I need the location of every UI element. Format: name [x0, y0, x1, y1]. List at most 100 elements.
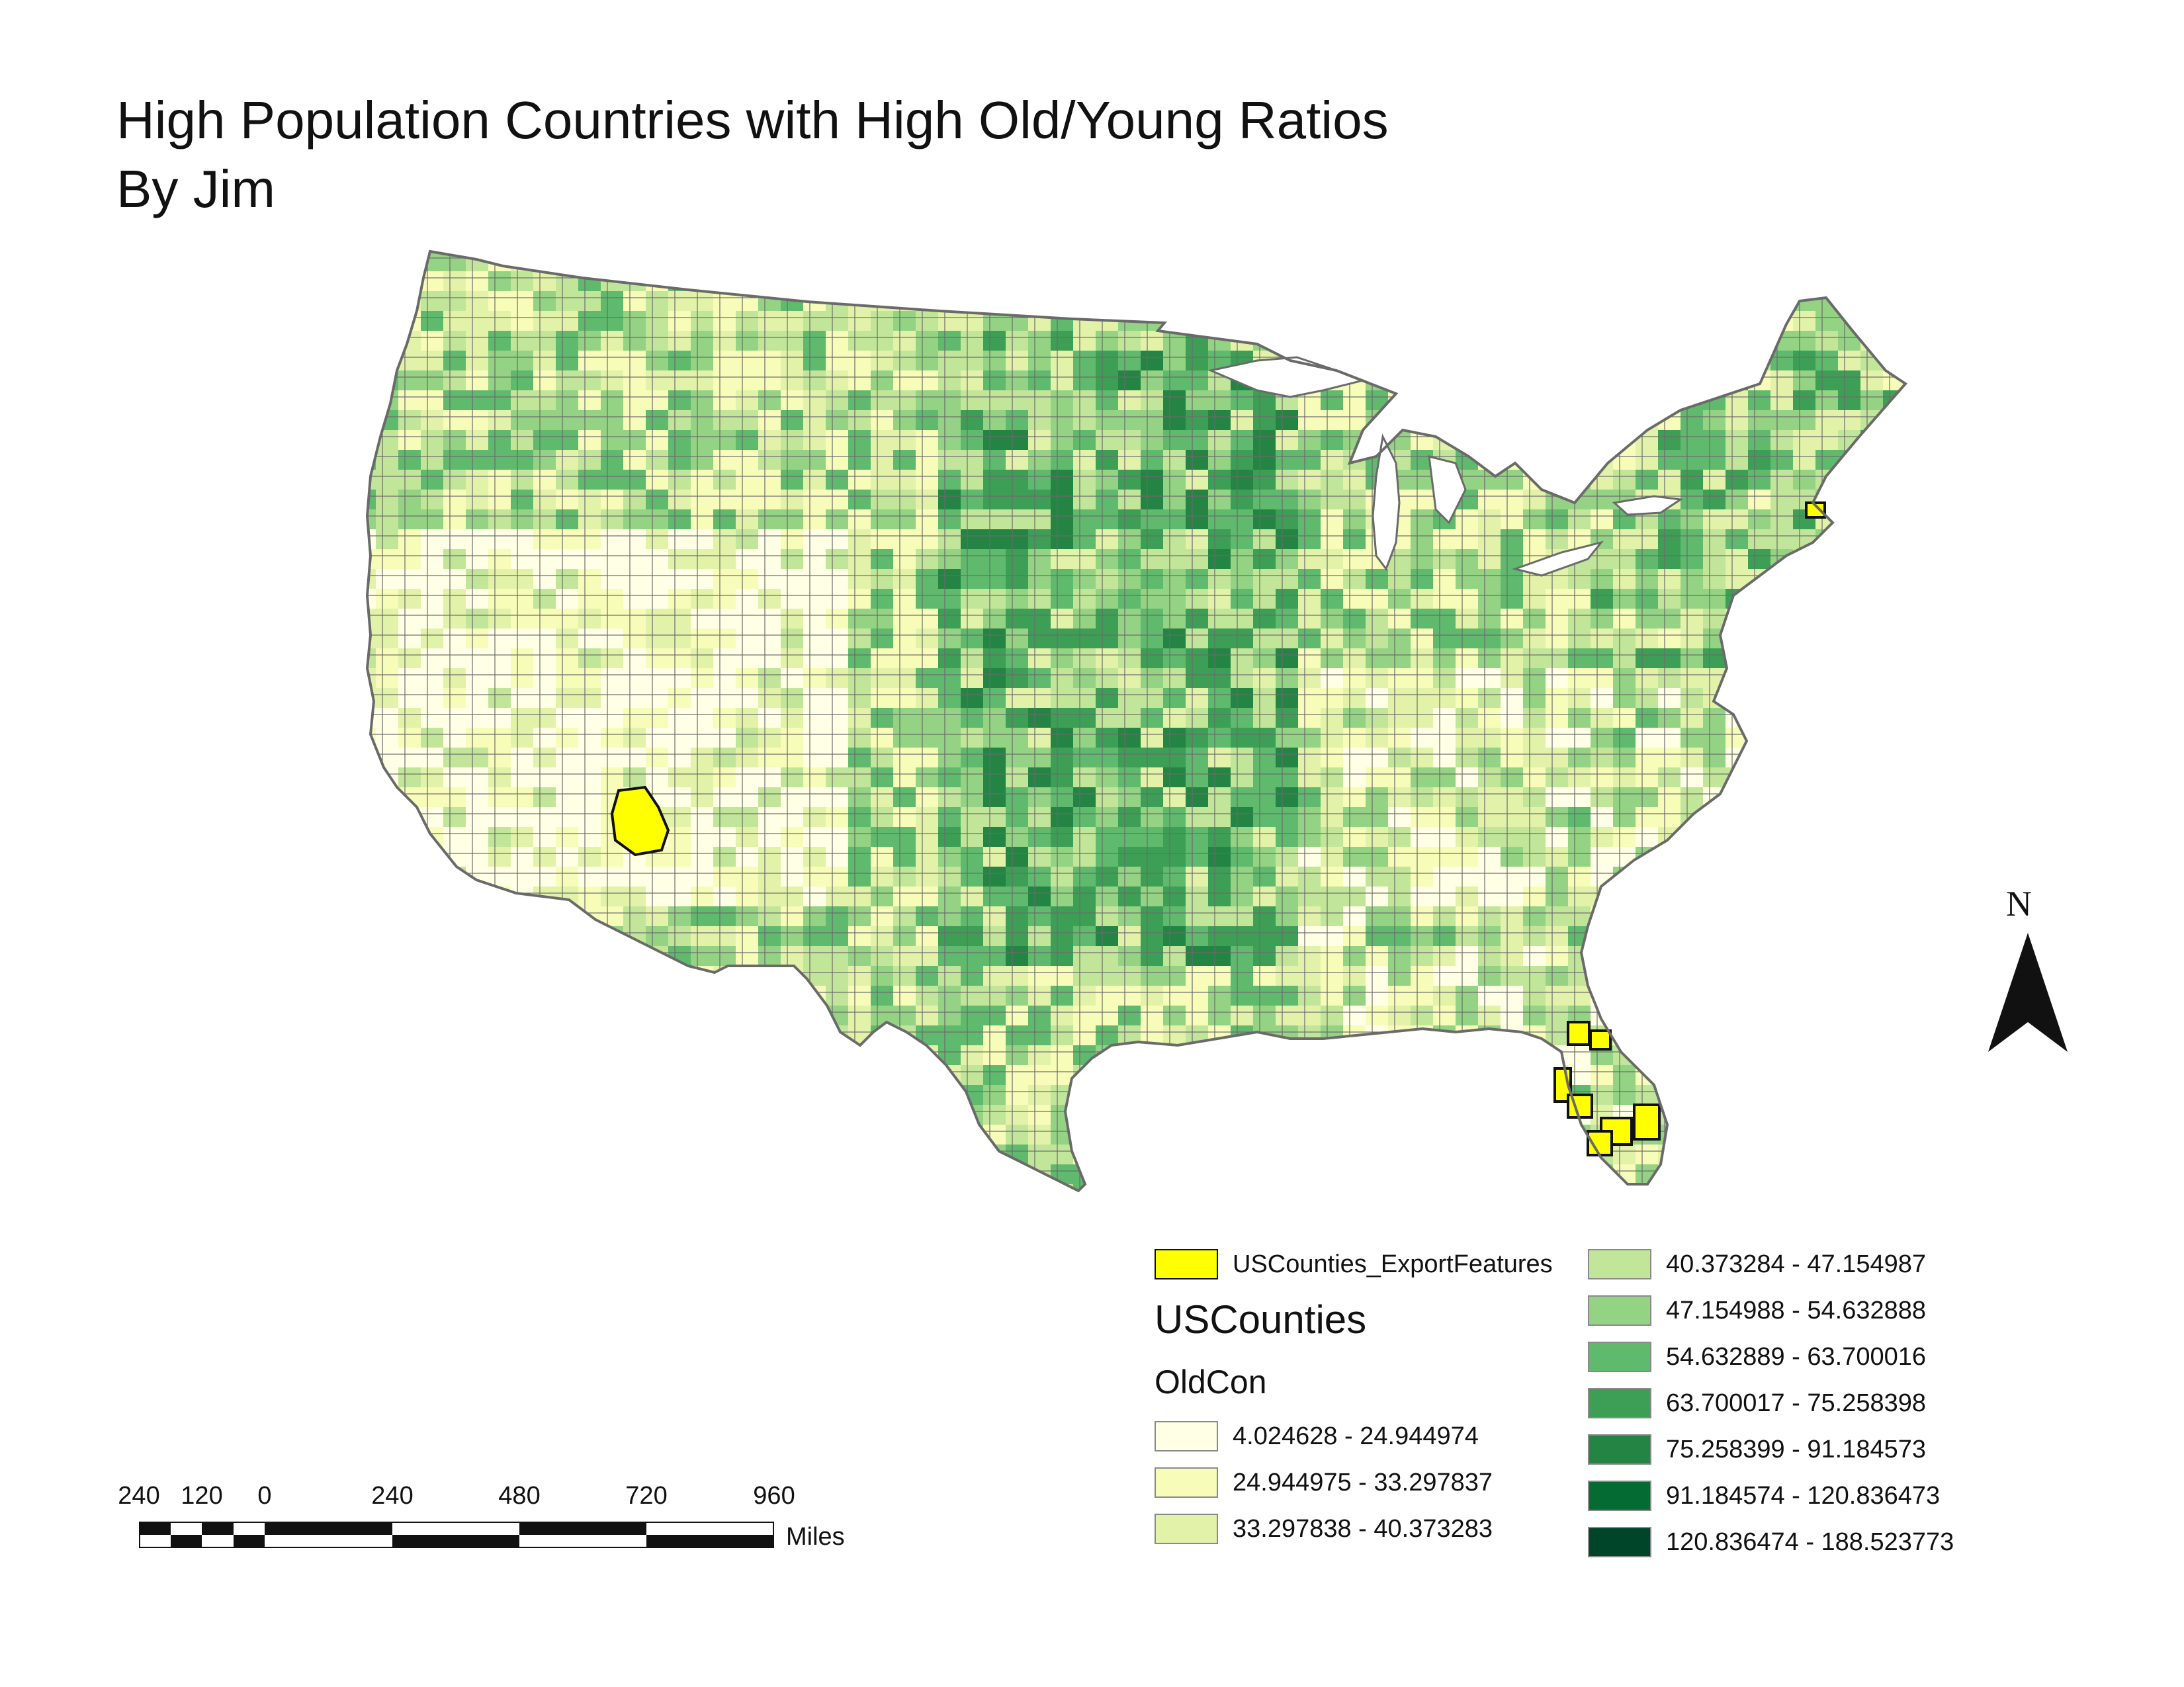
county-cell [1950, 867, 1973, 887]
county-cell [1276, 291, 1298, 311]
county-cell [826, 1125, 848, 1145]
county-cell [331, 926, 353, 946]
county-cell [1860, 767, 1883, 787]
county-cell [443, 1025, 466, 1045]
county-cell [826, 1145, 848, 1164]
county-cell [1231, 1145, 1253, 1164]
county-cell [511, 1025, 533, 1045]
county-cell [1928, 767, 1950, 787]
county-cell [623, 966, 646, 986]
county-cell [1860, 827, 1883, 847]
county-cell [1073, 232, 1096, 251]
county-cell [331, 827, 353, 847]
county-cell [1973, 728, 1995, 748]
county-cell [533, 906, 556, 926]
county-cell [1725, 331, 1748, 351]
county-cell [1681, 926, 1703, 946]
county-cell [1658, 986, 1681, 1006]
county-cell [1928, 847, 1950, 867]
county-cell [623, 1065, 646, 1085]
county-cell [1838, 748, 1860, 767]
county-cell [983, 1184, 1006, 1191]
county-cell [1411, 370, 1433, 390]
county-cell [1613, 986, 1636, 1006]
county-cell [1950, 1164, 1973, 1184]
county-cell [1681, 370, 1703, 390]
county-cell [1163, 271, 1186, 291]
county-cell [398, 946, 421, 966]
county-cell [1905, 1145, 1928, 1164]
county-cell [871, 1065, 893, 1085]
county-cell [1770, 708, 1793, 728]
county-cell [1815, 251, 1838, 271]
legend-class-item: 4.024628 - 24.944974 [1155, 1421, 1479, 1451]
county-cell [1838, 847, 1860, 867]
county-cell [1973, 688, 1995, 708]
county-cell [1860, 1085, 1883, 1105]
county-cell [1208, 1164, 1231, 1184]
county-cell [1838, 807, 1860, 827]
county-cell [1118, 1204, 1141, 1224]
county-cell [488, 1006, 511, 1025]
county-cell [1950, 748, 1973, 767]
county-cell [1860, 311, 1883, 331]
county-cell [893, 1105, 916, 1125]
county-cell [1860, 232, 1883, 251]
county-cell [758, 1145, 781, 1164]
county-cell [1973, 787, 1995, 807]
county-cell [803, 1184, 826, 1191]
county-cell [1950, 529, 1973, 549]
county-cell [1546, 1105, 1568, 1125]
county-cell [916, 291, 938, 311]
county-cell [1591, 430, 1613, 450]
county-cell [1883, 470, 1905, 490]
county-cell [1860, 648, 1883, 668]
county-cell [1568, 232, 1591, 251]
county-cell [421, 1105, 443, 1125]
county-cell [1725, 1184, 1748, 1191]
county-cell [1928, 549, 1950, 569]
county-cell [443, 1045, 466, 1065]
county-cell [1636, 1045, 1658, 1065]
county-cell [1388, 1105, 1411, 1125]
county-cell [398, 1006, 421, 1025]
county-cell [1703, 351, 1725, 370]
county-cell [1523, 1065, 1546, 1085]
county-cell [1231, 1045, 1253, 1065]
county-cell [1928, 430, 1950, 450]
county-cell [1793, 847, 1815, 867]
county-cell [1456, 1085, 1478, 1105]
county-cell [1433, 390, 1456, 410]
county-cell [781, 1125, 803, 1145]
county-cell [601, 1204, 623, 1224]
county-cell [1860, 569, 1883, 589]
county-cell [443, 1204, 466, 1224]
county-cell [1186, 1164, 1208, 1184]
county-cell [1118, 271, 1141, 291]
county-cell [1298, 1184, 1321, 1191]
county-cell [488, 906, 511, 926]
county-cell [1905, 370, 1928, 390]
county-cell [1478, 1065, 1501, 1085]
county-cell [758, 1164, 781, 1184]
county-cell [556, 251, 578, 271]
county-cell [1815, 787, 1838, 807]
county-cell [1411, 232, 1433, 251]
county-cell [1388, 331, 1411, 351]
county-cell [1815, 847, 1838, 867]
county-cell [1928, 1085, 1950, 1105]
county-cell [1793, 271, 1815, 291]
legend-class-item: 24.944975 - 33.297837 [1155, 1467, 1493, 1498]
county-cell [1366, 1164, 1388, 1184]
county-cell [1411, 1184, 1433, 1191]
county-cell [1905, 1025, 1928, 1045]
county-cell [1950, 827, 1973, 847]
county-cell [601, 946, 623, 966]
county-cell [1321, 271, 1343, 291]
county-cell [803, 251, 826, 271]
county-cell [1208, 291, 1231, 311]
county-cell [1613, 331, 1636, 351]
county-cell [1905, 986, 1928, 1006]
county-cell [1231, 232, 1253, 251]
county-cell [1725, 1145, 1748, 1164]
